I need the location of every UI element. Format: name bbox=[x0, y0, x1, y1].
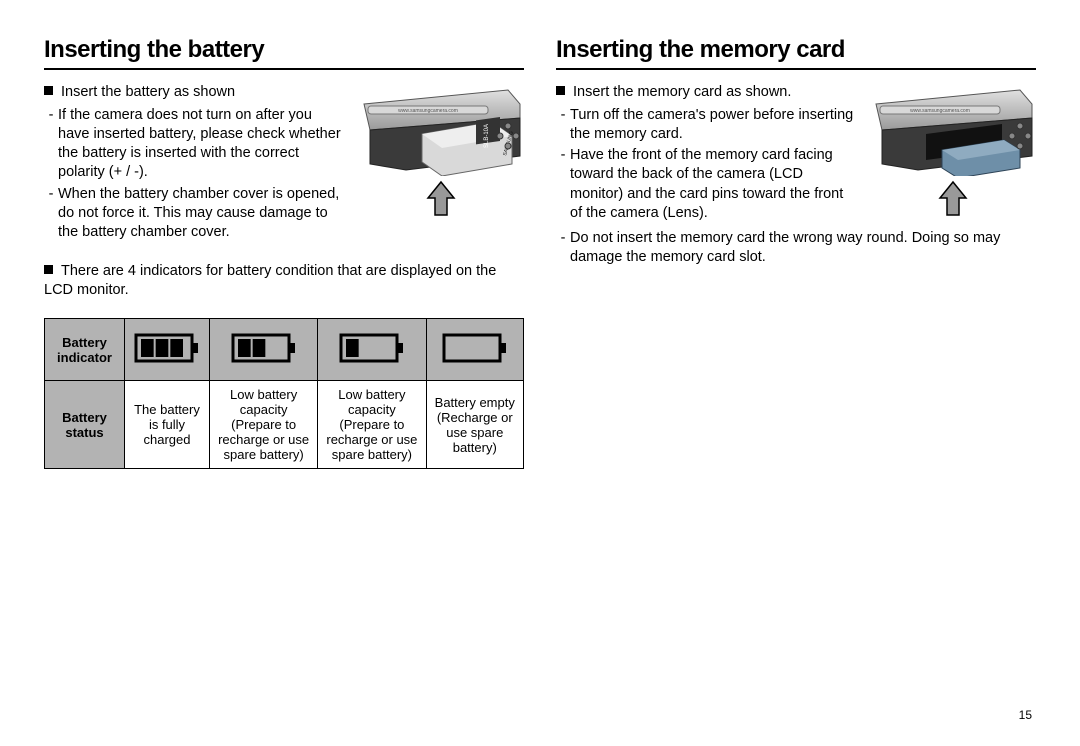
battery-icon-cell bbox=[125, 319, 210, 381]
up-arrow-icon bbox=[938, 180, 968, 218]
camera-url-text: www.samsungcamera.com bbox=[398, 108, 458, 114]
list-item: -Have the front of the memory card facin… bbox=[556, 146, 858, 223]
left-column: Inserting the battery Insert the battery… bbox=[44, 36, 540, 718]
bullet-text: Have the front of the memory card facing… bbox=[570, 146, 858, 223]
square-bullet-icon bbox=[44, 86, 53, 95]
battery-bullet-list: -If the camera does not turn on after yo… bbox=[44, 106, 346, 242]
list-item: -If the camera does not turn on after yo… bbox=[44, 106, 346, 183]
battery-icon-cell bbox=[426, 319, 523, 381]
intro-line: Insert the memory card as shown. bbox=[556, 84, 858, 100]
section-memory-insert: Insert the memory card as shown. -Turn o… bbox=[556, 84, 1036, 267]
battery-icon-cell bbox=[210, 319, 318, 381]
heading-memory-card: Inserting the memory card bbox=[556, 36, 1036, 70]
right-column: Inserting the memory card Insert the mem… bbox=[540, 36, 1036, 718]
table-header-status: Battery status bbox=[45, 381, 125, 469]
battery-status-cell: The battery is fully charged bbox=[125, 381, 210, 469]
memory-bullet-list-2: -Do not insert the memory card the wrong… bbox=[556, 229, 1036, 267]
up-arrow-icon bbox=[426, 180, 456, 218]
section-battery-insert: Insert the battery as shown -If the came… bbox=[44, 84, 524, 244]
intro-text: Insert the memory card as shown. bbox=[573, 84, 791, 100]
battery-model-label: SLB-10A bbox=[484, 124, 490, 148]
memory-illustration-wrap: www.samsungcamera.com bbox=[870, 84, 1036, 218]
bullet-text: When the battery chamber cover is opened… bbox=[58, 185, 346, 242]
list-item: -Turn off the camera's power before inse… bbox=[556, 106, 858, 144]
camera-battery-illustration: www.samsungcamera.com SLB-10A SAMSUNG bbox=[358, 84, 524, 176]
note-text: There are 4 indicators for battery condi… bbox=[44, 263, 496, 298]
bullet-text: Turn off the camera's power before inser… bbox=[570, 106, 858, 144]
battery-status-cell: Low battery capacity (Prepare to recharg… bbox=[318, 381, 426, 469]
battery-illustration-wrap: www.samsungcamera.com SLB-10A SAMSUNG bbox=[358, 84, 524, 218]
list-item: -Do not insert the memory card the wrong… bbox=[556, 229, 1036, 267]
square-bullet-icon bbox=[44, 265, 53, 274]
page-number: 15 bbox=[1019, 708, 1032, 722]
intro-text: Insert the battery as shown bbox=[61, 84, 235, 100]
camera-memory-illustration: www.samsungcamera.com bbox=[870, 84, 1036, 176]
memory-bullet-list: -Turn off the camera's power before inse… bbox=[556, 106, 858, 223]
table-header-indicator: Battery indicator bbox=[45, 319, 125, 381]
bullet-text: Do not insert the memory card the wrong … bbox=[570, 229, 1036, 267]
battery-indicator-table: Battery indicator Battery status The bat… bbox=[44, 318, 524, 469]
list-item: -When the battery chamber cover is opene… bbox=[44, 185, 346, 242]
heading-battery: Inserting the battery bbox=[44, 36, 524, 70]
section-battery-note: There are 4 indicators for battery condi… bbox=[44, 262, 524, 300]
camera-url-text: www.samsungcamera.com bbox=[910, 108, 970, 114]
intro-line: Insert the battery as shown bbox=[44, 84, 346, 100]
manual-page: Inserting the battery Insert the battery… bbox=[0, 0, 1080, 746]
battery-status-cell: Low battery capacity (Prepare to recharg… bbox=[210, 381, 318, 469]
battery-status-cell: Battery empty (Recharge or use spare bat… bbox=[426, 381, 523, 469]
battery-icon-cell bbox=[318, 319, 426, 381]
bullet-text: If the camera does not turn on after you… bbox=[58, 106, 346, 183]
square-bullet-icon bbox=[556, 86, 565, 95]
